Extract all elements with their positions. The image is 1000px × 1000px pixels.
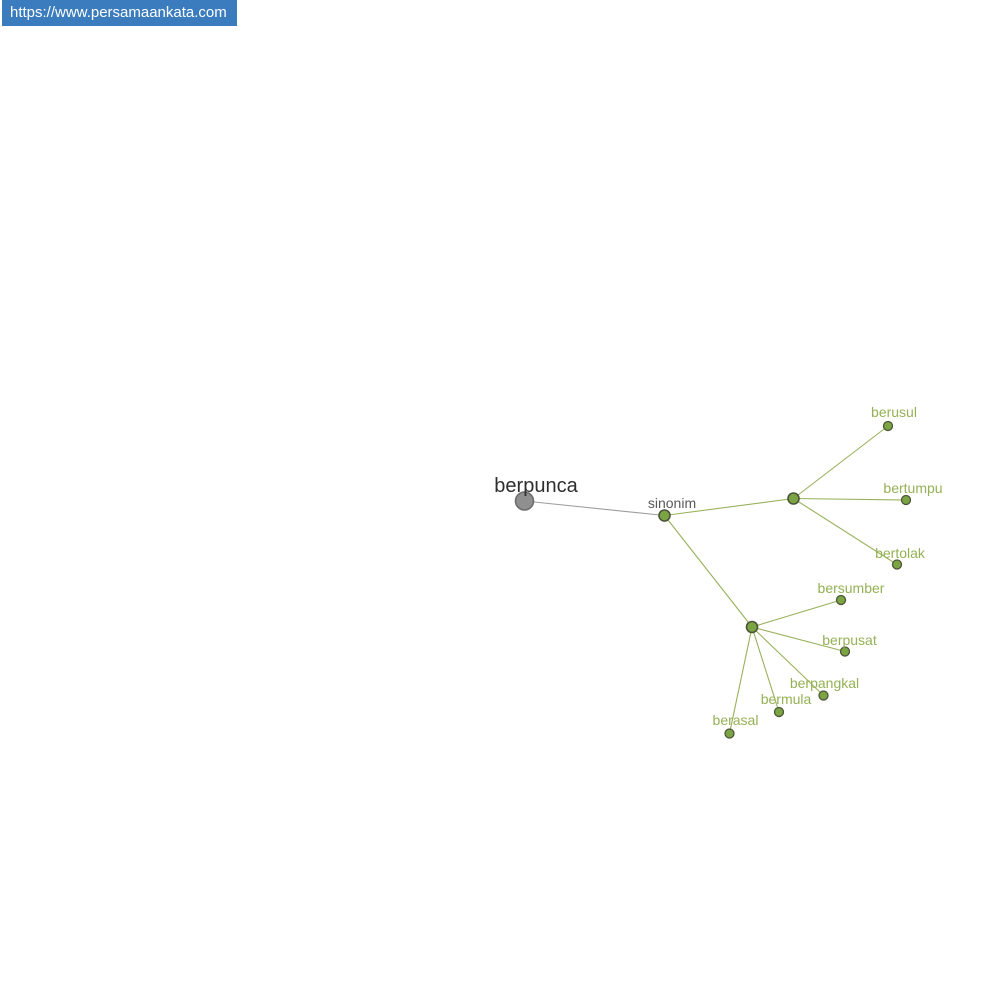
node-sinonim[interactable] bbox=[658, 509, 671, 522]
site-url-badge: https://www.persamaankata.com bbox=[2, 0, 237, 26]
label-berusul: berusul bbox=[871, 404, 917, 420]
edge-hub-b-berpusat bbox=[751, 626, 846, 653]
edge-sinonim-hub-a bbox=[664, 497, 794, 517]
node-bertolak[interactable] bbox=[891, 559, 903, 570]
label-sinonim: sinonim bbox=[648, 495, 696, 511]
label-bermula: bermula bbox=[761, 691, 812, 707]
edge-sinonim-hub-b bbox=[664, 515, 753, 628]
node-bertumpu[interactable] bbox=[900, 494, 912, 506]
label-berpunca: berpunca bbox=[494, 475, 578, 497]
node-berpangkal[interactable] bbox=[818, 690, 829, 701]
node-berasal[interactable] bbox=[724, 728, 735, 739]
node-berusul[interactable] bbox=[882, 420, 894, 432]
node-hub-b[interactable] bbox=[745, 620, 759, 634]
edge-berpunca-sinonim bbox=[524, 500, 665, 517]
label-bertumpu: bertumpu bbox=[883, 480, 942, 496]
edge-hub-b-bermula bbox=[751, 626, 780, 713]
edge-hub-b-berasal bbox=[728, 626, 753, 734]
label-bersumber: bersumber bbox=[818, 580, 885, 596]
label-berpusat: berpusat bbox=[822, 632, 877, 648]
label-berpangkal: berpangkal bbox=[790, 675, 859, 691]
edge-hub-b-bersumber bbox=[751, 599, 842, 628]
edge-hub-a-bertolak bbox=[793, 498, 898, 565]
node-hub-a[interactable] bbox=[787, 492, 800, 505]
node-bermula[interactable] bbox=[773, 706, 785, 718]
label-berasal: berasal bbox=[713, 712, 759, 728]
node-bersumber[interactable] bbox=[835, 594, 847, 606]
edge-hub-a-berusul bbox=[793, 425, 889, 499]
edge-hub-b-berpangkal bbox=[751, 626, 824, 696]
label-bertolak: bertolak bbox=[875, 545, 926, 561]
node-berpunca[interactable] bbox=[514, 491, 535, 511]
edge-hub-a-bertumpu bbox=[793, 497, 907, 501]
node-berpusat[interactable] bbox=[839, 646, 851, 657]
